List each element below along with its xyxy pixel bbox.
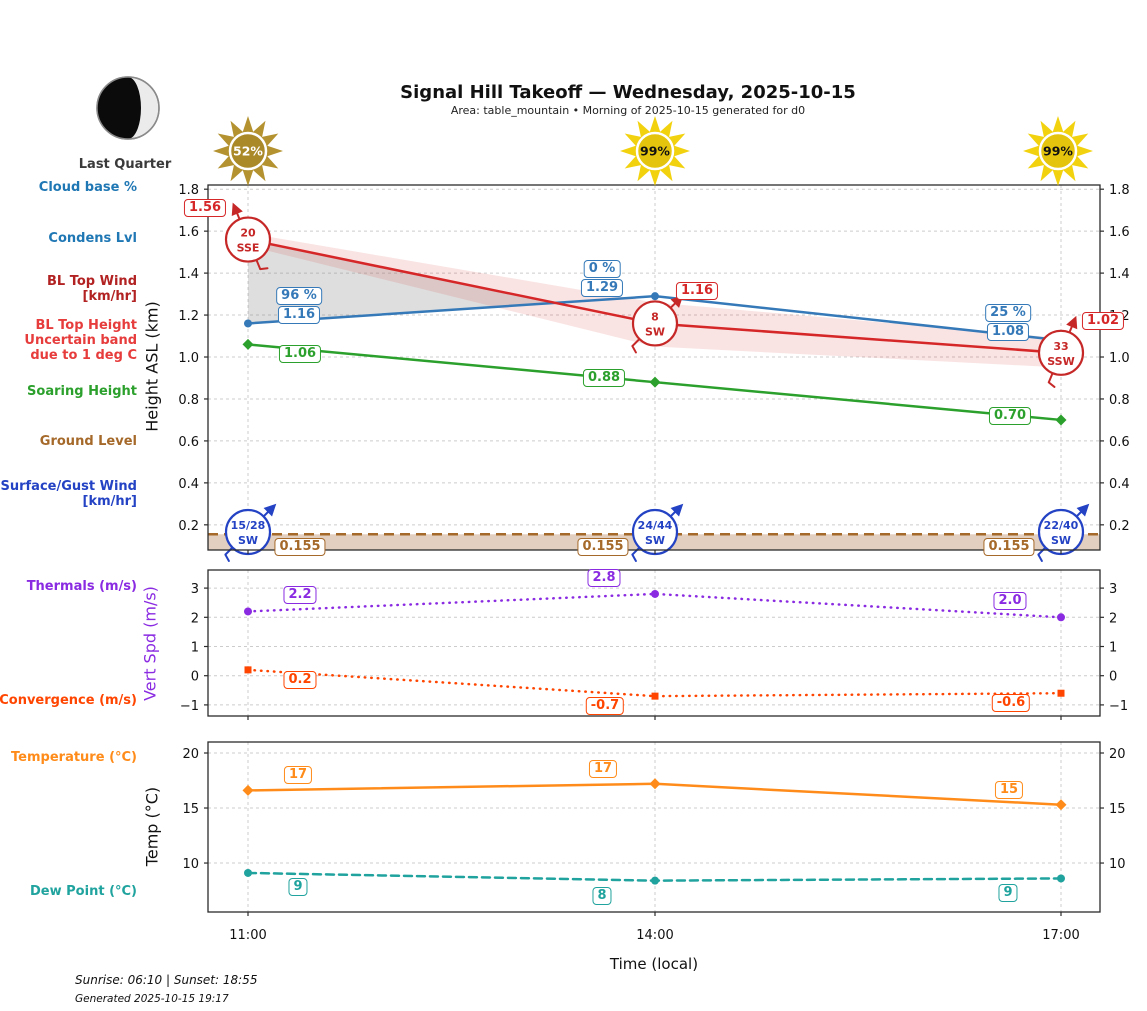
row-label-bl-top-height-2: Uncertain band <box>24 333 137 348</box>
svg-text:20: 20 <box>182 747 199 762</box>
time-tick-17: 17:00 <box>1042 928 1080 943</box>
bl-top-uncertainty-band <box>248 233 1061 368</box>
footer-sun-times: Sunrise: 06:10 | Sunset: 18:55 <box>75 973 258 987</box>
surface-wind-circle-0: 15/28 SW <box>224 503 277 562</box>
svg-text:10: 10 <box>1109 857 1126 872</box>
svg-text:10: 10 <box>182 857 199 872</box>
svg-text:0: 0 <box>191 670 199 685</box>
cloud-layer-band <box>248 239 555 324</box>
svg-text:−1: −1 <box>1109 699 1128 714</box>
svg-text:0.6: 0.6 <box>178 435 199 450</box>
time-tick-14: 14:00 <box>636 928 674 943</box>
svg-text:33: 33 <box>1053 340 1068 353</box>
svg-text:0.8: 0.8 <box>1109 393 1130 408</box>
svg-text:1.2: 1.2 <box>1109 309 1130 324</box>
svg-text:SSW: SSW <box>1047 355 1074 368</box>
svg-text:1.8: 1.8 <box>1109 183 1130 198</box>
bl-top-wind-circle-0: 20 SSE <box>224 202 272 271</box>
svg-text:SW: SW <box>1051 534 1071 547</box>
temp-axis-label: Temp (°C) <box>142 786 162 867</box>
svg-text:SW: SW <box>645 534 665 547</box>
svg-text:3: 3 <box>1109 582 1117 597</box>
sun-pct-2: 99% <box>1043 144 1073 159</box>
moon-phase-label: Last Quarter <box>78 157 172 172</box>
svg-text:1.2: 1.2 <box>178 309 199 324</box>
svg-text:24/44: 24/44 <box>638 519 673 532</box>
svg-text:0.4: 0.4 <box>178 477 199 492</box>
svg-text:3: 3 <box>191 582 199 597</box>
surface-wind-circle-2: 22/40 SW <box>1037 503 1090 562</box>
sun-pct-1: 99% <box>640 144 670 159</box>
svg-text:0.2: 0.2 <box>1109 519 1130 534</box>
footer-generated: Generated 2025-10-15 19:17 <box>75 993 229 1005</box>
row-label-ground-level: Ground Level <box>39 434 137 449</box>
row-label-bl-top-wind-1: BL Top Wind <box>47 274 137 289</box>
sun-icon-1: 99% <box>620 116 690 186</box>
vertspd-axis-label: Vert Spd (m/s) <box>140 586 160 701</box>
surface-wind-circle-1: 24/44 SW <box>631 503 684 562</box>
svg-text:20: 20 <box>1109 747 1126 762</box>
convergence-line <box>246 668 1063 698</box>
row-label-cloud-base-pct: Cloud base % <box>38 180 137 195</box>
svg-text:22/40: 22/40 <box>1044 519 1079 532</box>
row-label-soaring-height: Soaring Height <box>27 384 137 399</box>
svg-text:1.4: 1.4 <box>1109 267 1130 282</box>
sun-icon-2: 99% <box>1023 116 1093 186</box>
svg-text:0.6: 0.6 <box>1109 435 1130 450</box>
svg-text:15: 15 <box>1109 802 1126 817</box>
time-tick-11: 11:00 <box>229 928 267 943</box>
page-title: Signal Hill Takeoff — Wednesday, 2025-10… <box>400 82 856 103</box>
row-label-bl-top-height-1: BL Top Height <box>35 318 137 333</box>
sun-pct-0: 52% <box>233 144 263 159</box>
row-label-condens-lvl: Condens Lvl <box>48 231 137 246</box>
moon-icon <box>96 76 160 140</box>
row-label-bl-top-height-3: due to 1 deg C <box>30 348 137 363</box>
svg-text:15/28: 15/28 <box>231 519 266 532</box>
time-axis-label: Time (local) <box>609 955 699 973</box>
svg-text:1: 1 <box>191 641 199 656</box>
svg-text:1.0: 1.0 <box>1109 351 1130 366</box>
svg-text:0: 0 <box>1109 670 1117 685</box>
svg-text:1.8: 1.8 <box>178 183 199 198</box>
height-axis-label: Height ASL (km) <box>142 301 162 432</box>
svg-text:1.6: 1.6 <box>1109 225 1130 240</box>
sun-icon-0: 52% <box>213 116 283 186</box>
svg-text:0.8: 0.8 <box>178 393 199 408</box>
row-label-thermals: Thermals (m/s) <box>26 579 137 594</box>
svg-text:1: 1 <box>1109 641 1117 656</box>
svg-text:15: 15 <box>182 802 199 817</box>
svg-text:8: 8 <box>651 310 659 323</box>
page-subtitle: Area: table_mountain • Morning of 2025-1… <box>450 104 806 117</box>
bl-top-wind-circle-2: 33 SSW <box>1037 315 1085 388</box>
svg-text:1.0: 1.0 <box>178 351 199 366</box>
svg-text:SSE: SSE <box>237 242 260 255</box>
svg-text:2: 2 <box>1109 611 1117 626</box>
svg-text:−1: −1 <box>180 699 199 714</box>
svg-text:1.6: 1.6 <box>178 225 199 240</box>
svg-text:SW: SW <box>238 534 258 547</box>
row-label-convergence: Convergence (m/s) <box>0 693 137 708</box>
svg-text:1.4: 1.4 <box>178 267 199 282</box>
row-label-surface-gust-wind-1: Surface/Gust Wind <box>0 479 138 494</box>
svg-text:SW: SW <box>645 325 665 338</box>
row-label-surface-gust-wind-2: [km/hr] <box>82 494 138 509</box>
svg-text:20: 20 <box>240 227 256 240</box>
row-label-dew-point: Dew Point (°C) <box>30 884 137 899</box>
row-label-temperature: Temperature (°C) <box>11 750 137 765</box>
svg-text:0.2: 0.2 <box>178 519 199 534</box>
row-label-bl-top-wind-2: [km/hr] <box>82 289 138 304</box>
thermals-line <box>246 592 1063 619</box>
svg-text:2: 2 <box>191 611 199 626</box>
svg-text:0.4: 0.4 <box>1109 477 1130 492</box>
